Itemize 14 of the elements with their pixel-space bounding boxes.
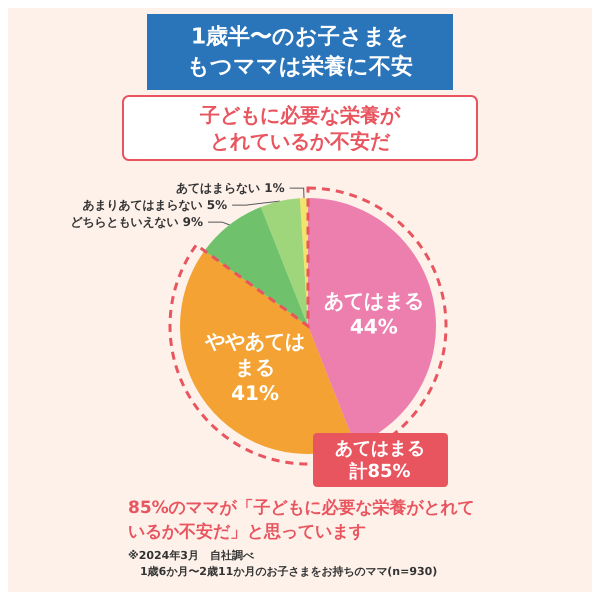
slice-label: あまりあてはまらない 5% xyxy=(82,198,228,212)
slice-label: あてはまる xyxy=(335,438,425,459)
chart-title: 1歳半〜のお子さまをもつママは栄養に不安 xyxy=(187,24,413,80)
text: 1歳6か月〜2歳11か月のお子さまをお持ちのママ(n=930) xyxy=(140,565,438,578)
slice-label: あてはまる xyxy=(324,288,424,312)
chart-subtitle: 子どもに必要な栄養がとれているか不安だ xyxy=(199,103,401,153)
slice-label: どちらともいえない 9% xyxy=(70,215,203,230)
slice-label: ややあてはまる xyxy=(204,329,306,380)
text: 計85% xyxy=(349,461,411,482)
text: 85%のママが「子どもに必要な栄養がとれているか不安だ」と思っています xyxy=(128,498,475,542)
data-label: 41% xyxy=(231,381,279,406)
text: ※2024年3月 自社調べ xyxy=(128,549,255,562)
slice-label: あてはまらない 1% xyxy=(176,181,285,196)
data-label: 44% xyxy=(350,314,398,338)
